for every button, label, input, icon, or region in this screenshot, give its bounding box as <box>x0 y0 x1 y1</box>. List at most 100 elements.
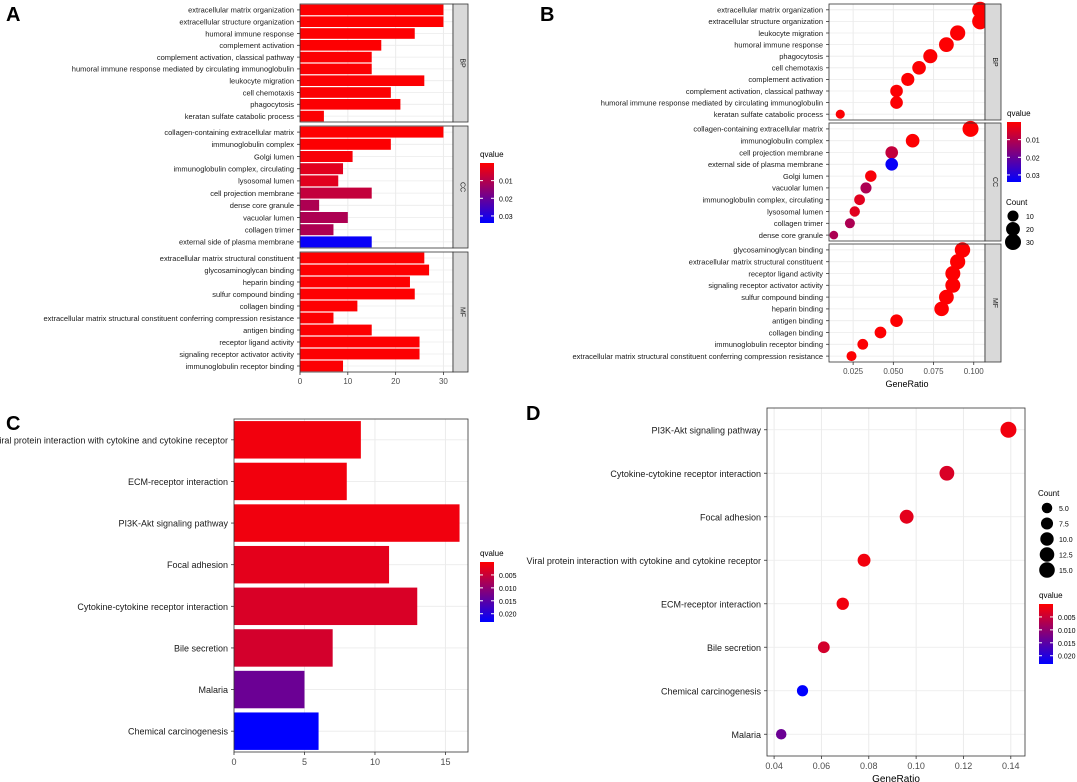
qvalue-colorbar <box>480 562 494 622</box>
bar <box>300 87 391 98</box>
category-label: Golgi lumen <box>254 152 294 161</box>
x-tick-label: 0.050 <box>883 367 904 376</box>
dot <box>846 351 857 362</box>
dot <box>962 120 979 137</box>
bar <box>234 629 333 667</box>
qvalue-tick-label: 0.005 <box>499 573 517 580</box>
category-label: PI3K-Akt signaling pathway <box>118 519 228 529</box>
facet-strip <box>984 3 1002 121</box>
bar <box>300 98 401 110</box>
panel-label-d: D <box>526 403 540 425</box>
category-label: Malaria <box>731 730 761 740</box>
category-label: Bile secretion <box>174 643 228 653</box>
category-label: cell projection membrane <box>210 189 294 198</box>
category-label: extracellular matrix organization <box>188 6 294 15</box>
category-label: humoral immune response mediated by circ… <box>72 65 294 74</box>
bar <box>300 75 425 87</box>
qvalue-tick-label: 0.01 <box>499 179 513 186</box>
category-label: extracellular structure organization <box>179 18 294 27</box>
category-label: collagen trimer <box>774 219 824 228</box>
count-legend-dot <box>1040 532 1054 546</box>
facet-strip-label: MF <box>459 307 466 317</box>
x-tick-label: 0.06 <box>813 761 831 771</box>
category-label: Malaria <box>198 685 228 695</box>
qvalue-tick-label: 0.03 <box>1026 173 1040 180</box>
facet-bp: extracellular matrix organization extrace… <box>601 1 1002 121</box>
x-tick-label: 0 <box>231 757 236 767</box>
bar <box>234 504 460 542</box>
dot <box>901 72 915 86</box>
bar <box>300 312 334 324</box>
category-label: lysosomal lumen <box>238 177 294 186</box>
facet-bp: extracellular matrix organization extrace… <box>72 3 469 123</box>
dot <box>899 509 914 524</box>
facet-strip-label: CC <box>991 177 998 187</box>
count-legend-dot <box>1041 502 1053 514</box>
bar <box>234 421 361 459</box>
bar <box>300 126 444 138</box>
qvalue-colorbar <box>1007 122 1021 182</box>
category-label: Focal adhesion <box>700 512 761 522</box>
dot <box>912 60 926 75</box>
facet-strip <box>984 243 1002 363</box>
dot <box>796 685 809 697</box>
qvalue-legend-title: qvalue <box>480 150 504 159</box>
bar <box>300 336 420 348</box>
category-label: antigen binding <box>243 326 294 335</box>
x-tick-label: 0.025 <box>843 367 864 376</box>
category-label: Bile secretion <box>707 643 761 653</box>
category-label: keratan sulfate catabolic process <box>714 110 823 119</box>
bar <box>300 175 339 187</box>
category-label: extracellular matrix structural constitu… <box>160 254 295 263</box>
qvalue-tick-label: 0.010 <box>1058 628 1076 635</box>
facet-mf: glycosaminoglycan binding extracellular m… <box>572 242 1002 363</box>
category-label: Cytokine-cytokine receptor interaction <box>77 602 228 612</box>
dot <box>874 326 887 339</box>
x-tick-label: 10 <box>370 757 380 767</box>
category-label: extracellular matrix organization <box>717 6 823 15</box>
category-label: signaling receptor activator activity <box>179 350 294 359</box>
qvalue-legend-title: qvalue <box>480 549 504 558</box>
x-tick-label: 0.10 <box>907 761 925 771</box>
count-legend-label: 10.0 <box>1059 537 1073 544</box>
bar <box>300 252 425 264</box>
category-label: glycosaminoglycan binding <box>204 266 294 275</box>
dot <box>829 230 839 240</box>
plot-border <box>233 418 469 753</box>
panel-label-b: B <box>540 4 554 26</box>
dot <box>775 728 787 740</box>
category-label: vacuolar lumen <box>772 184 823 193</box>
facet-mf: extracellular matrix structural constitu… <box>43 251 469 373</box>
category-label: Focal adhesion <box>167 560 228 570</box>
bar <box>234 712 319 750</box>
x-tick-label: 30 <box>439 377 448 386</box>
bar <box>300 236 372 248</box>
count-legend-dot <box>1006 222 1020 236</box>
bar <box>300 4 444 16</box>
category-label: collagen binding <box>769 328 823 337</box>
bar <box>234 587 418 626</box>
x-tick-label: 5 <box>302 757 307 767</box>
bar <box>300 288 415 300</box>
category-label: sulfur compound binding <box>212 290 294 299</box>
count-legend-dot <box>1039 547 1055 562</box>
bar <box>300 39 382 51</box>
dot <box>954 242 971 258</box>
category-label: immunoglobulin complex, circulating <box>174 165 294 174</box>
dot <box>972 13 989 30</box>
count-legend-label: 20 <box>1026 227 1034 234</box>
category-label: Viral protein interaction with cytokine … <box>527 556 761 566</box>
count-legend-label: 5.0 <box>1059 506 1069 513</box>
bar <box>300 300 358 312</box>
category-label: dense core granule <box>759 231 823 240</box>
dot <box>890 84 903 98</box>
category-label: receptor ligand activity <box>748 269 823 278</box>
dot <box>1000 421 1017 438</box>
dot <box>836 597 849 610</box>
category-label: collagen binding <box>240 302 294 311</box>
category-label: Cytokine-cytokine receptor interaction <box>610 469 761 479</box>
qvalue-tick-label: 0.005 <box>1058 615 1076 622</box>
bar <box>300 151 353 162</box>
